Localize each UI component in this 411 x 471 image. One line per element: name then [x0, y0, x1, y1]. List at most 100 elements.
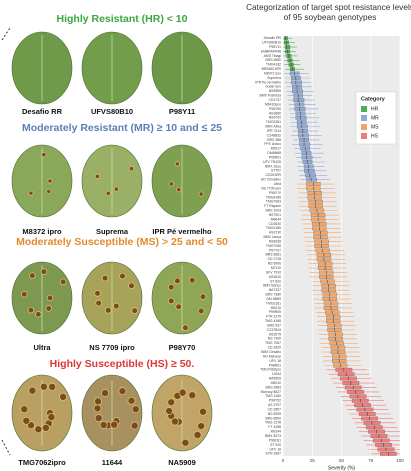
y-tick-label: Suprema: [267, 76, 281, 80]
leaf-label: Desafio RR: [22, 107, 63, 116]
lesion: [46, 188, 52, 195]
y-tick-label: BMX Potência: [260, 94, 282, 98]
y-tick-label: EMBRAPA48: [261, 49, 281, 53]
y-tick-label: P96Y90: [269, 107, 281, 111]
y-tick-label: BRS 8381: [266, 253, 282, 257]
y-tick-label: TMG 1180: [265, 394, 281, 398]
lesion: [99, 420, 108, 429]
lesion: [170, 417, 179, 426]
y-tick-label: P97Y07: [269, 248, 281, 252]
y-tick-label: SYN 1687: [266, 452, 282, 456]
y-tick-label: NS8338: [269, 239, 281, 243]
section-heading: Moderately Susceptible (MS) > 25 and < 5…: [16, 236, 228, 248]
lesion: [197, 307, 205, 315]
y-tick-label: TMG2381: [266, 120, 281, 124]
y-tick-label: CD2630: [269, 222, 282, 226]
lesion: [119, 272, 126, 280]
lesion: [94, 173, 101, 180]
x-tick-label: 50: [339, 458, 345, 463]
y-tick-label: IPR Pé vermelho: [255, 80, 281, 84]
box: [294, 107, 306, 111]
lesion: [41, 152, 47, 158]
y-tick-label: BMX Bônus: [263, 284, 281, 288]
leaf-label: P98Y11: [169, 107, 195, 116]
lesion: [167, 283, 175, 291]
y-tick-label: ST 920: [270, 443, 281, 447]
box: [299, 142, 311, 147]
y-tick-label: FT Rayane: [264, 204, 281, 208]
y-tick-label: FT 4288: [268, 425, 281, 429]
y-tick-label: ST 820: [270, 279, 281, 283]
y-tick-label: BRS 1003: [266, 209, 282, 213]
lesion: [127, 396, 136, 405]
connector: [1, 27, 11, 41]
connector: [1, 439, 11, 456]
y-tick-label: CD2737: [269, 98, 282, 102]
y-tick-label: DM 68i69: [266, 297, 281, 301]
box: [284, 36, 288, 41]
y-tick-label: Monsoy 8527: [261, 390, 281, 394]
lesion: [128, 166, 135, 172]
leaf-label: Suprema: [96, 227, 129, 236]
lesion: [40, 268, 48, 276]
y-tick-label: AS3575: [269, 332, 281, 336]
y-tick-label: HO Cristalino: [261, 178, 281, 182]
legend-title: Category: [361, 96, 386, 102]
legend-label: MS: [371, 124, 379, 130]
y-tick-label: Ultra: [274, 182, 281, 186]
legend-swatch: [361, 124, 367, 130]
y-tick-label: UFV TN105: [263, 160, 281, 164]
y-tick-label: TMG 2378: [265, 421, 281, 425]
lesion: [113, 302, 120, 310]
y-tick-label: TMG2181: [266, 301, 281, 305]
y-tick-label: Desafio RR: [264, 36, 282, 40]
y-tick-label: NA7337: [269, 288, 281, 292]
y-tick-label: P98Y52: [269, 399, 281, 403]
leaf-label: TMG7062ipro: [18, 458, 66, 467]
y-tick-label: BMX 8473: [265, 434, 281, 438]
lesion: [174, 161, 180, 167]
y-tick-label: NS 7709 ipro: [261, 186, 281, 190]
y-tick-label: CZ48B32: [267, 133, 281, 137]
x-axis-label: Severity (%): [328, 465, 356, 471]
y-tick-label: BRS 6980: [266, 58, 282, 62]
lesion: [131, 405, 140, 414]
y-tick-label: M8644: [271, 217, 281, 221]
lesion: [95, 299, 102, 307]
y-tick-label: BRS 7380: [266, 293, 282, 297]
y-tick-label: UFV 16: [270, 447, 282, 451]
lesion: [93, 404, 102, 413]
y-tick-label: AS3680: [269, 111, 281, 115]
lesion: [29, 272, 36, 279]
lesion: [128, 282, 135, 290]
y-tick-label: M9144: [271, 430, 281, 434]
lesion: [35, 310, 42, 318]
lesion: [20, 405, 29, 414]
lesion: [20, 290, 28, 298]
y-tick-label: NS 6906: [268, 262, 281, 266]
chart-title: Categorization of target spot resistance…: [246, 2, 411, 22]
lesion: [28, 190, 34, 196]
y-tick-label: BRS 8590: [266, 416, 282, 420]
y-tick-label: AS3730: [269, 231, 281, 235]
lesion: [181, 438, 190, 447]
y-tick-label: HO Maracaí: [263, 354, 281, 358]
y-tick-label: 11644: [272, 372, 281, 376]
box: [306, 177, 318, 182]
y-tick-label: CD251RR: [266, 173, 282, 177]
lesion: [167, 398, 176, 407]
y-tick-label: M8372 ipro: [264, 71, 281, 75]
lesion: [101, 389, 110, 398]
lesion: [101, 274, 109, 282]
legend-label: HS: [371, 133, 379, 139]
box: [291, 80, 302, 85]
leaf-label: M8372 ipro: [22, 227, 62, 236]
y-tick-label: M5917: [271, 147, 281, 151]
lesion: [47, 178, 53, 184]
y-tick-label: CD 2820: [268, 346, 281, 350]
lesion: [45, 305, 52, 312]
section-heading: Highly Susceptible (HS) ≥ 50.: [50, 358, 195, 370]
lesion: [28, 386, 37, 395]
lesion: [41, 423, 50, 432]
y-tick-label: Sodar ipro: [265, 85, 281, 89]
